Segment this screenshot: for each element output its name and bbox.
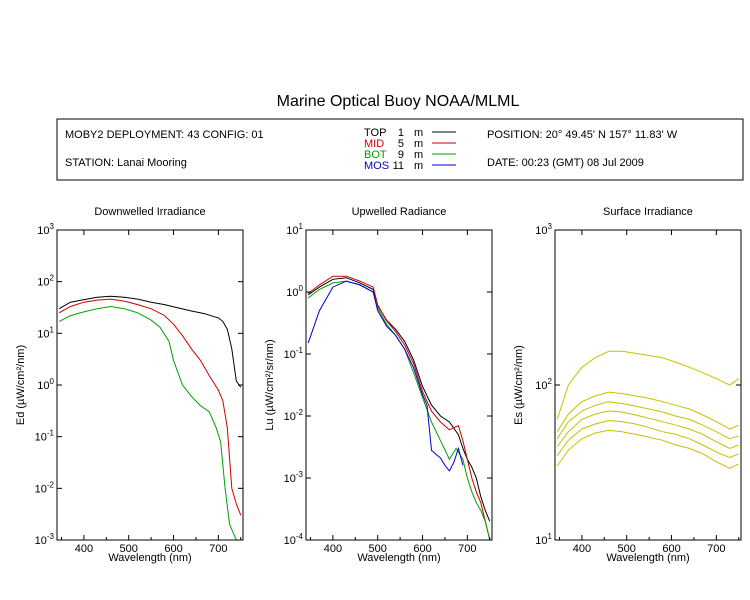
series-line-es-3 xyxy=(556,401,739,440)
x-tick-label: 700 xyxy=(458,543,476,555)
date-text: DATE: 00:23 (GMT) 08 Jul 2009 xyxy=(487,157,644,169)
panel-3: Surface Irradiance 400 500 600 700 Wavelength… xyxy=(513,206,742,564)
y-tick-label: 100 xyxy=(37,377,54,392)
y-tick-label: 10-1 xyxy=(35,429,55,444)
series-line-mid xyxy=(307,275,491,540)
series-line-es-4 xyxy=(556,410,739,449)
x-axis-label: Wavelength (nm) xyxy=(606,552,689,564)
legend-depth-top: 1 xyxy=(398,127,404,139)
plot-frame xyxy=(305,229,493,541)
y-tick-label: 10-3 xyxy=(35,532,55,547)
y-tick-label: 10-3 xyxy=(284,470,304,485)
panel-title: Upwelled Radiance xyxy=(352,206,447,218)
legend-unit-bot: m xyxy=(414,149,423,161)
deployment-text: MOBY2 DEPLOYMENT: 43 CONFIG: 01 xyxy=(65,129,264,141)
series-line-mos xyxy=(307,280,464,472)
legend-name-mid: MID xyxy=(364,138,384,150)
y-axis-label: Ed (µW/cm²/nm) xyxy=(15,345,27,425)
y-tick-label: 101 xyxy=(535,532,552,547)
series-line-top xyxy=(307,277,491,522)
panel-2: Upwelled Radiance 400 500 600 700 Wavelength … xyxy=(264,206,493,564)
y-tick-label: 103 xyxy=(535,222,552,237)
x-tick-label: 700 xyxy=(209,543,227,555)
x-tick-label: 400 xyxy=(75,543,93,555)
panel-1: Downwelled Irradiance 400 500 600 700 Wavelen… xyxy=(15,206,244,564)
y-tick-label: 103 xyxy=(37,222,54,237)
x-tick-label: 600 xyxy=(164,543,182,555)
y-tick-label: 100 xyxy=(286,284,303,299)
y-tick-label: 10-2 xyxy=(284,408,304,423)
series-line-mid xyxy=(58,298,242,516)
panel-title: Surface Irradiance xyxy=(603,206,693,218)
y-tick-label: 101 xyxy=(37,325,54,340)
legend-depth-mid: 5 xyxy=(398,138,404,150)
y-tick-label: 10-4 xyxy=(284,532,304,547)
x-axis-label: Wavelength (nm) xyxy=(357,552,440,564)
y-axis-label: Es (µW/cm²/nm) xyxy=(513,345,525,425)
panel-title: Downwelled Irradiance xyxy=(94,206,205,218)
y-tick-label: 101 xyxy=(286,222,303,237)
legend-name-bot: BOT xyxy=(364,149,387,161)
series-line-es-5 xyxy=(556,419,739,459)
legend-unit-top: m xyxy=(414,127,423,139)
legend-depth-bot: 9 xyxy=(398,149,404,161)
y-tick-label: 10-2 xyxy=(35,480,55,495)
series-line-es-2 xyxy=(556,391,739,432)
legend-name-top: TOP xyxy=(364,127,386,139)
series-line-es-1 xyxy=(556,350,740,420)
y-tick-label: 102 xyxy=(535,377,552,392)
x-tick-label: 700 xyxy=(707,543,725,555)
x-tick-label: 600 xyxy=(662,543,680,555)
series-line-top xyxy=(58,295,242,388)
x-tick-label: 400 xyxy=(573,543,591,555)
legend-name-mos: MOS xyxy=(364,160,389,172)
series-line-es-6 xyxy=(556,429,740,469)
legend-depth-mos: 11 xyxy=(393,160,404,172)
x-axis-label: Wavelength (nm) xyxy=(108,552,191,564)
series-line-bot xyxy=(58,305,241,540)
y-axis-label: Lu (µW/cm²/sr/nm) xyxy=(264,339,276,430)
figure-title: Marine Optical Buoy NOAA/MLML xyxy=(277,93,520,110)
legend-unit-mos: m xyxy=(414,160,423,172)
legend-unit-mid: m xyxy=(414,138,423,150)
info-box: MOBY2 DEPLOYMENT: 43 CONFIG: 01 STATION:… xyxy=(56,118,744,181)
x-tick-label: 500 xyxy=(120,543,138,555)
y-tick-label: 102 xyxy=(37,274,54,289)
x-tick-label: 600 xyxy=(413,543,431,555)
position-text: POSITION: 20° 49.45' N 157° 11.83' W xyxy=(487,129,678,141)
station-text: STATION: Lanai Mooring xyxy=(65,157,187,169)
x-tick-label: 500 xyxy=(369,543,387,555)
x-tick-label: 400 xyxy=(324,543,342,555)
y-tick-label: 10-1 xyxy=(284,346,304,361)
x-tick-label: 500 xyxy=(618,543,636,555)
